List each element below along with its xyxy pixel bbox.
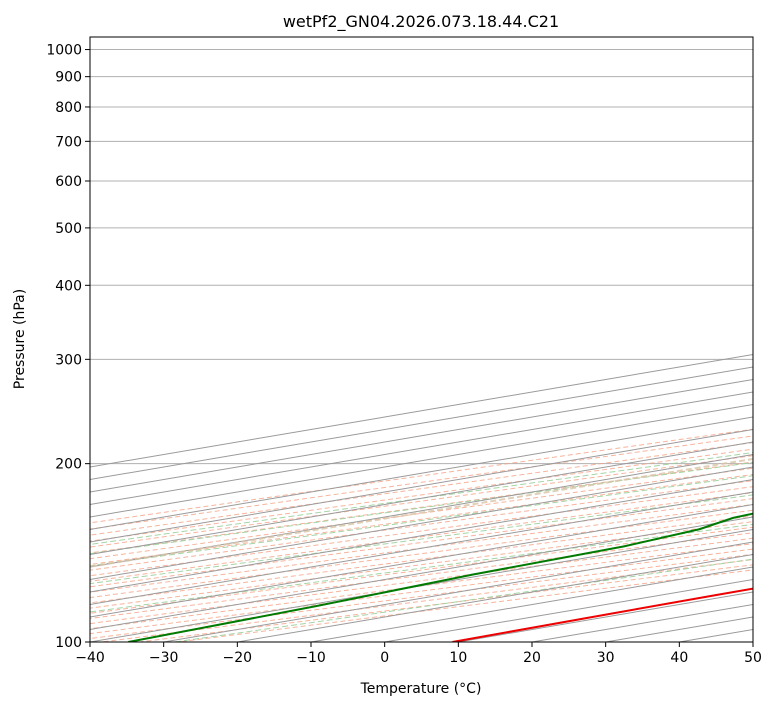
x-tick-label: 10: [449, 650, 467, 666]
isotherm-line: [750, 641, 753, 642]
x-axis-label: Temperature (°C): [360, 681, 482, 697]
y-tick-label: 400: [55, 278, 82, 294]
x-axis: −40 −30 −20 −10 0 10 20 30 40 50: [75, 642, 762, 666]
y-tick-label: 700: [55, 134, 82, 150]
isotherm-line: [455, 591, 753, 642]
y-tick-label: 300: [55, 352, 82, 368]
isotherm-line: [90, 366, 753, 481]
isotherm-line: [90, 491, 753, 606]
isotherm-line: [90, 453, 753, 568]
isotherm-line: [160, 541, 753, 642]
isotherm-line: [90, 466, 753, 581]
isotherm-line: [529, 603, 753, 642]
x-tick-label: 20: [523, 650, 541, 666]
x-tick-label: 40: [670, 650, 688, 666]
y-tick-label: 1000: [46, 43, 82, 59]
y-axis: 100 200 300 400 500 600 700 800 900 1000: [46, 43, 90, 651]
dry-adiabat-line: [177, 569, 753, 642]
chart-title: wetPf2_GN04.2026.073.18.44.C21: [283, 12, 559, 32]
x-tick-label: −10: [296, 650, 326, 666]
dry-adiabat-line: [90, 553, 753, 640]
y-tick-label: 600: [55, 174, 82, 190]
isotherm-line: [90, 478, 753, 593]
isotherm-line: [90, 441, 753, 556]
isotherm-line: [90, 391, 753, 506]
isotherm-line: [90, 516, 753, 631]
isotherm-line: [90, 416, 753, 531]
x-tick-label: 50: [744, 650, 762, 666]
isotherm-line: [676, 628, 753, 642]
y-tick-label: 800: [55, 100, 82, 116]
isotherm-line: [90, 353, 753, 468]
plot-frame: [89, 36, 754, 643]
y-tick-label: 900: [55, 70, 82, 86]
isotherm-line: [90, 503, 753, 618]
x-tick-label: −40: [75, 650, 105, 666]
isotherm-line: [90, 378, 753, 493]
y-axis-label: Pressure (hPa): [12, 289, 28, 389]
y-tick-label: 100: [55, 635, 82, 651]
y-tick-label: 500: [55, 221, 82, 237]
x-tick-label: 0: [380, 650, 389, 666]
dry-adiabat-line: [101, 559, 753, 642]
isotherm-line: [90, 528, 753, 642]
isotherm-line: [90, 403, 753, 518]
x-tick-label: 30: [597, 650, 615, 666]
isotherm-line: [308, 566, 753, 642]
y-tick-label: 200: [55, 457, 82, 473]
isotherm-line: [90, 428, 753, 543]
x-tick-label: −30: [149, 650, 179, 666]
x-tick-label: −20: [223, 650, 253, 666]
plot-area: 0.10.20.40.611.52346810131620253036-100-…: [90, 49, 753, 642]
temperature-profile-line: [452, 587, 753, 642]
